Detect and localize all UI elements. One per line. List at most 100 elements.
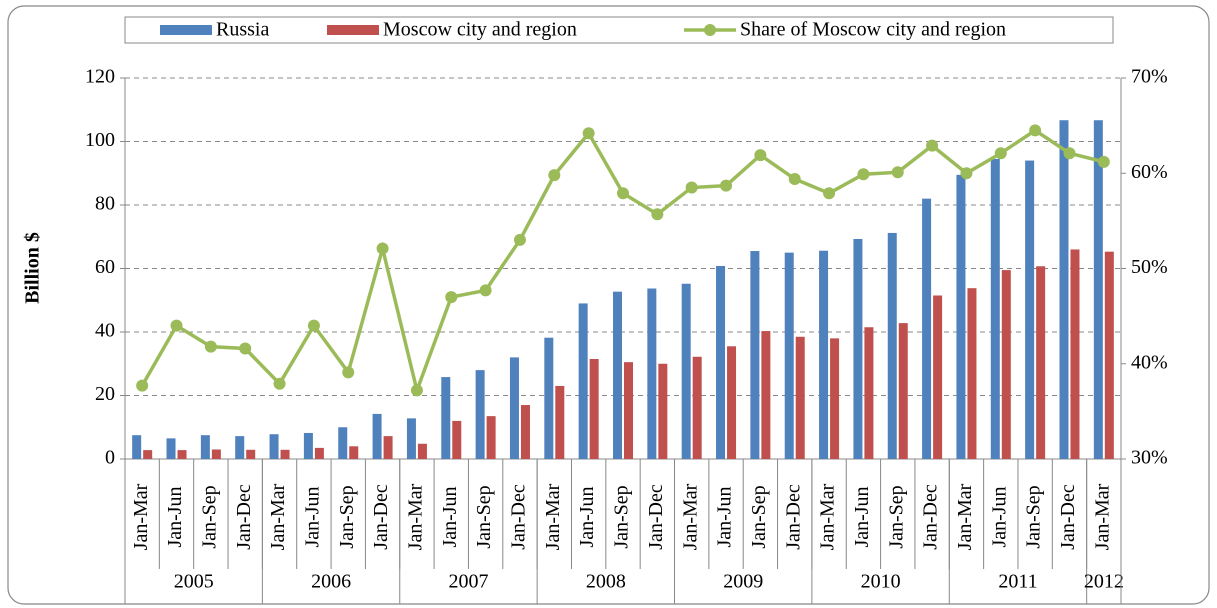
y-tick-label: 60 (95, 256, 115, 278)
point (307, 319, 320, 332)
bar (898, 323, 908, 459)
group-label: 2012 (1084, 571, 1124, 593)
y-tick-label: 120 (85, 66, 115, 88)
x-tick-label: Jan-Jun (164, 486, 186, 547)
group-label: 2005 (174, 571, 214, 593)
bar (716, 265, 726, 459)
bar (166, 438, 176, 459)
group-label: 2010 (861, 571, 901, 593)
bar (933, 295, 943, 459)
bar (578, 303, 588, 459)
bar (727, 346, 737, 459)
x-tick-label: Jan-Sep (336, 485, 358, 548)
x-tick-label: Jan-Sep (611, 485, 633, 548)
bar (441, 377, 451, 459)
bar (1070, 249, 1080, 459)
legend-swatch (704, 24, 716, 36)
group-label: 2011 (998, 571, 1037, 593)
bar (544, 337, 554, 459)
bar (349, 446, 359, 459)
point (1029, 124, 1042, 137)
point (926, 139, 939, 152)
bar (681, 283, 691, 459)
x-tick-label: Jan-Mar (679, 483, 701, 550)
point (548, 169, 561, 182)
group-label: 2009 (723, 571, 763, 593)
bar (269, 434, 279, 459)
y2-tick-label: 60% (1131, 161, 1168, 183)
bar (314, 447, 324, 459)
x-tick-label: Jan-Mar (1091, 483, 1113, 550)
point (994, 147, 1007, 160)
bar (132, 435, 142, 459)
legend-label: Moscow city and region (383, 19, 577, 41)
x-tick-label: Jan-Dec (370, 484, 392, 550)
group-label: 2007 (448, 571, 488, 593)
x-tick-label: Jan-Sep (473, 485, 495, 548)
bar (520, 405, 530, 459)
bar (143, 450, 153, 459)
point (754, 149, 767, 162)
x-tick-label: Jan-Sep (748, 485, 770, 548)
bar (761, 331, 771, 459)
bar (280, 449, 290, 459)
y-tick-label: 80 (95, 193, 115, 215)
x-tick-label: Jan-Jun (576, 486, 598, 547)
point (720, 179, 733, 192)
y-tick-label: 20 (95, 383, 115, 405)
bar (1001, 270, 1011, 459)
bar (784, 252, 794, 459)
bar (452, 420, 462, 459)
x-tick-label: Jan-Mar (817, 483, 839, 550)
x-tick-label: Jan-Jun (439, 486, 461, 547)
y-tick-label: 100 (85, 129, 115, 151)
point (136, 379, 149, 392)
point (273, 377, 286, 390)
bar (589, 358, 599, 459)
group-label: 2006 (311, 571, 351, 593)
bar (819, 250, 829, 459)
x-tick-label: Jan-Dec (782, 484, 804, 550)
bar (1059, 120, 1069, 459)
bar (658, 363, 668, 459)
point (170, 319, 183, 332)
x-tick-label: Jan-Dec (920, 484, 942, 550)
bar (246, 449, 256, 459)
legend-swatch (160, 25, 212, 35)
bar (967, 288, 977, 459)
bar (692, 356, 702, 459)
bar (475, 370, 485, 459)
bar (235, 436, 245, 459)
x-tick-label: Jan-Sep (885, 485, 907, 548)
y2-tick-label: 50% (1131, 256, 1168, 278)
y2-tick-label: 40% (1131, 351, 1168, 373)
bar (795, 336, 805, 459)
y2-tick-label: 30% (1131, 447, 1168, 469)
point (823, 187, 836, 200)
bar (338, 427, 348, 459)
point (1063, 147, 1076, 160)
point (342, 366, 355, 379)
x-tick-label: Jan-Mar (130, 483, 152, 550)
x-tick-label: Jan-Mar (954, 483, 976, 550)
point (685, 181, 698, 194)
bar (1093, 120, 1103, 459)
bar (417, 443, 427, 459)
x-tick-label: Jan-Mar (542, 483, 564, 550)
bar (372, 413, 382, 459)
point (445, 291, 458, 304)
bar (922, 198, 932, 459)
point (582, 127, 595, 140)
bar (830, 338, 840, 459)
legend-box (124, 16, 1114, 44)
bar (200, 435, 210, 459)
x-tick-label: Jan-Dec (508, 484, 530, 550)
point (788, 172, 801, 185)
x-tick-label: Jan-Mar (267, 483, 289, 550)
bar (956, 174, 966, 459)
bar (613, 291, 622, 459)
bar (211, 449, 221, 459)
bar (383, 436, 393, 459)
legend-swatch (327, 25, 379, 35)
y-tick-label: 40 (95, 320, 115, 342)
